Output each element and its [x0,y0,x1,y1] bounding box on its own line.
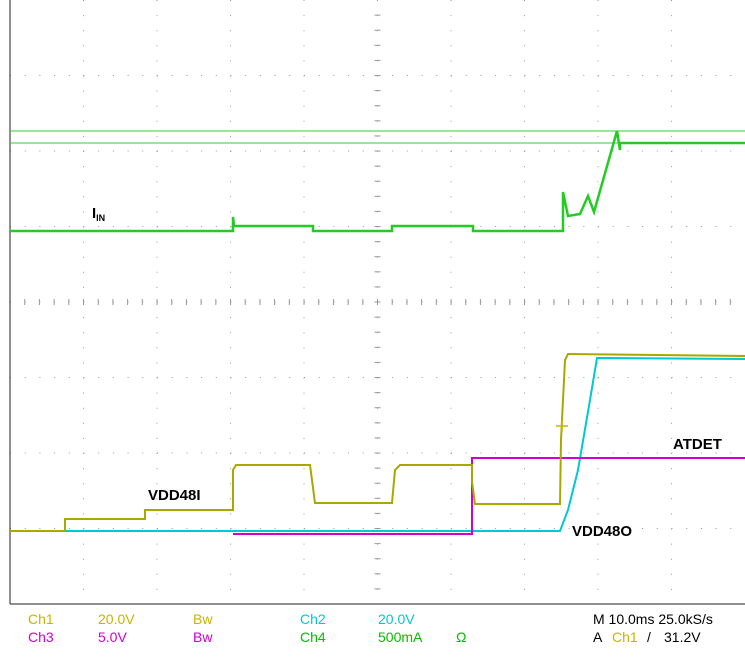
status-text: Ch4 [300,629,326,645]
status-text: / [647,629,651,645]
status-text: Ch1 [28,611,54,627]
label-main: I [92,205,96,222]
trace-label: IIN [92,205,105,223]
status-text: Ch1 [612,629,638,645]
trace-ch3 [233,457,745,535]
status-text: 5.0V [98,629,127,645]
label-sub: IN [96,213,105,223]
trace-ch1 [10,352,745,532]
status-text: 31.2V [664,629,701,645]
trace-ch4 [10,130,745,233]
status-text: 500mA [378,629,423,645]
status-text: M 10.0ms 25.0kS/s [593,611,713,627]
status-text: Ω [456,629,466,645]
status-text: Ch3 [28,629,54,645]
trace-label: VDD48I [148,487,201,504]
trace-label: ATDET [673,436,722,453]
trace-ch2 [10,356,745,532]
status-text: A [593,629,603,645]
status-text: 20.0V [378,611,415,627]
status-text: Ch2 [300,611,326,627]
status-text: Bw [193,611,213,627]
status-text: 20.0V [98,611,135,627]
status-text: Bw [193,629,213,645]
graticule [9,0,745,605]
trace-label: VDD48O [572,523,632,540]
